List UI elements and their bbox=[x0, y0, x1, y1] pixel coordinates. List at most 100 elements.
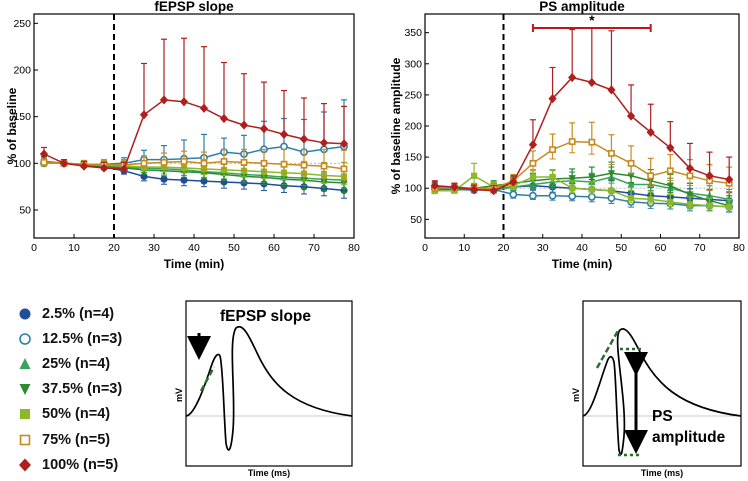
schematic-x-label: Time (ms) bbox=[248, 468, 290, 478]
data-point bbox=[200, 159, 208, 167]
y-axis-label: % of baseline bbox=[5, 87, 19, 164]
triangle-up-marker-icon bbox=[19, 357, 31, 369]
legend-item-12p5-n-3: 12.5% (n=3) bbox=[14, 326, 174, 351]
series-100-n-5 bbox=[430, 27, 734, 196]
data-point bbox=[568, 192, 577, 201]
schematic-y-label: mV bbox=[174, 388, 184, 402]
chart-title: fEPSP slope bbox=[154, 0, 234, 14]
legend-marker bbox=[19, 332, 31, 345]
x-tick-label: 30 bbox=[148, 242, 160, 254]
data-point bbox=[430, 181, 439, 191]
y-tick-label: 150 bbox=[13, 111, 31, 123]
circle-marker-icon bbox=[19, 308, 31, 320]
schematic-title: fEPSP slope bbox=[220, 308, 311, 325]
x-tick-label: 40 bbox=[188, 242, 200, 254]
data-point bbox=[280, 142, 288, 151]
legend-label: 12.5% (n=3) bbox=[42, 330, 123, 347]
y-tick-label: 100 bbox=[404, 183, 422, 195]
data-point bbox=[568, 138, 576, 145]
slope-dashed-line bbox=[595, 328, 621, 369]
legend-item-50-n-4: 50% (n=4) bbox=[14, 402, 174, 427]
data-point bbox=[279, 129, 289, 139]
data-point bbox=[667, 198, 674, 206]
data-point bbox=[509, 177, 518, 187]
x-tick-label: 50 bbox=[228, 242, 240, 254]
y-tick-label: 250 bbox=[13, 18, 31, 30]
data-point bbox=[239, 120, 249, 130]
legend-item-2p5-n-4: 2.5% (n=4) bbox=[14, 301, 174, 326]
data-point bbox=[220, 158, 228, 165]
legend-marker bbox=[19, 308, 31, 320]
data-point bbox=[509, 190, 518, 199]
schematic-y-label: mV bbox=[571, 388, 581, 402]
data-point bbox=[300, 161, 308, 169]
data-point bbox=[139, 110, 149, 120]
data-point bbox=[339, 139, 349, 149]
chart-title: PS amplitude bbox=[539, 0, 625, 14]
y-tick-label: 150 bbox=[404, 152, 422, 164]
data-point bbox=[470, 172, 478, 179]
legend-label: 50% (n=4) bbox=[42, 406, 111, 423]
legend-marker bbox=[19, 458, 31, 472]
data-point bbox=[607, 194, 616, 203]
slope-dashed-line bbox=[199, 366, 216, 392]
data-point bbox=[706, 202, 713, 209]
y-tick-label: 50 bbox=[19, 205, 31, 217]
data-marks bbox=[39, 14, 350, 238]
data-point bbox=[199, 103, 209, 113]
series-50-n-4 bbox=[431, 162, 733, 212]
x-tick-label: 70 bbox=[308, 242, 320, 254]
data-point bbox=[220, 166, 228, 173]
data-point bbox=[489, 186, 498, 196]
series-line bbox=[434, 76, 730, 192]
data-point bbox=[666, 182, 674, 190]
data-point bbox=[646, 127, 655, 137]
data-point bbox=[180, 176, 188, 184]
data-point bbox=[666, 143, 675, 153]
data-point bbox=[319, 138, 329, 148]
data-point bbox=[726, 203, 733, 210]
significance-bar: * bbox=[531, 12, 652, 32]
series-line bbox=[43, 99, 345, 170]
data-point bbox=[219, 113, 229, 124]
data-marks bbox=[430, 14, 735, 238]
data-point bbox=[260, 159, 268, 167]
x-tick-label: 70 bbox=[694, 242, 706, 254]
x-tick-label: 80 bbox=[733, 242, 745, 254]
data-point bbox=[529, 173, 537, 181]
schematic-frame bbox=[185, 300, 353, 467]
data-point bbox=[529, 159, 537, 167]
data-point bbox=[240, 167, 248, 174]
axis-ticks: 0 10 20 30 40 50 60 70 80 50 100 150 200 250 300 350 bbox=[404, 27, 745, 254]
x-tick-label: 10 bbox=[68, 242, 80, 254]
legend-marker bbox=[19, 357, 31, 369]
data-point bbox=[528, 140, 538, 150]
legend-item-100-n-5: 100% (n=5) bbox=[14, 452, 174, 477]
data-point bbox=[647, 172, 655, 180]
legend-label: 100% (n=5) bbox=[42, 456, 119, 473]
data-point bbox=[240, 159, 248, 166]
data-point bbox=[608, 149, 615, 157]
data-point bbox=[608, 187, 615, 194]
data-point bbox=[179, 97, 189, 107]
legend-item-37p5-n-3: 37.5% (n=3) bbox=[14, 377, 174, 402]
data-point bbox=[627, 180, 635, 188]
data-point bbox=[626, 111, 636, 121]
legend-marker bbox=[20, 409, 30, 420]
data-point bbox=[647, 196, 654, 203]
schematic-label-line2: amplitude bbox=[652, 429, 726, 446]
x-tick-label: 0 bbox=[422, 242, 428, 254]
x-tick-label: 60 bbox=[268, 242, 280, 254]
x-tick-label: 60 bbox=[655, 242, 667, 254]
legend-label: 75% (n=5) bbox=[42, 431, 111, 448]
x-tick-label: 20 bbox=[498, 242, 510, 254]
y-tick-label: 300 bbox=[404, 58, 422, 70]
data-point bbox=[686, 172, 694, 180]
open-square-marker-icon bbox=[19, 434, 31, 445]
x-tick-label: 80 bbox=[348, 242, 360, 254]
open-circle-marker-icon bbox=[19, 332, 31, 345]
data-point bbox=[450, 182, 459, 192]
data-point bbox=[549, 173, 556, 181]
y-tick-label: 250 bbox=[404, 89, 422, 101]
data-point bbox=[587, 77, 596, 88]
